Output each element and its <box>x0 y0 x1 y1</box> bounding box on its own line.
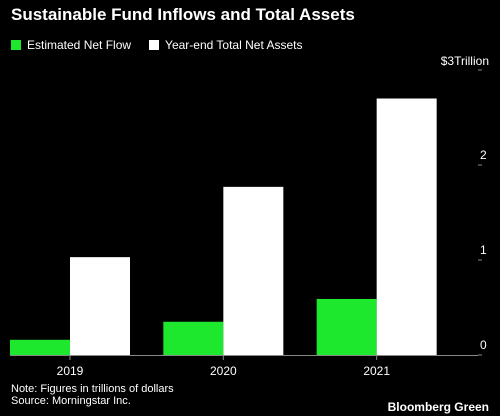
legend-item-total-assets: Year-end Total Net Assets <box>149 38 302 52</box>
footnote: Note: Figures in trillions of dollars So… <box>11 383 174 407</box>
x-tick-label: 2021 <box>363 364 390 378</box>
legend-item-net-flow: Estimated Net Flow <box>11 38 131 52</box>
y-tick-label: 2 <box>480 148 487 162</box>
footnote-note: Note: Figures in trillions of dollars <box>11 383 174 395</box>
x-tick-label: 2019 <box>57 364 84 378</box>
legend-label-total-assets: Year-end Total Net Assets <box>165 38 303 52</box>
legend-swatch-net-flow <box>11 40 21 50</box>
x-tick-label: 2020 <box>210 364 237 378</box>
footnote-source: Source: Morningstar Inc. <box>11 395 131 407</box>
legend: Estimated Net Flow Year-end Total Net As… <box>11 38 302 52</box>
bar-total-assets <box>223 186 284 355</box>
bar-net-flow <box>316 298 377 355</box>
y-tick-label: $3Trillion <box>441 54 489 68</box>
legend-label-net-flow: Estimated Net Flow <box>27 38 132 52</box>
bar-total-assets <box>376 98 437 355</box>
bar-net-flow <box>163 321 224 355</box>
chart-title: Sustainable Fund Inflows and Total Asset… <box>11 5 355 24</box>
bar-net-flow <box>10 339 70 355</box>
y-tick-label: 1 <box>480 243 487 257</box>
brand-logo-text: Bloomberg Green <box>387 400 489 414</box>
y-tick-label: 0 <box>480 338 487 352</box>
legend-swatch-total-assets <box>149 40 160 50</box>
bar-total-assets <box>70 257 130 355</box>
